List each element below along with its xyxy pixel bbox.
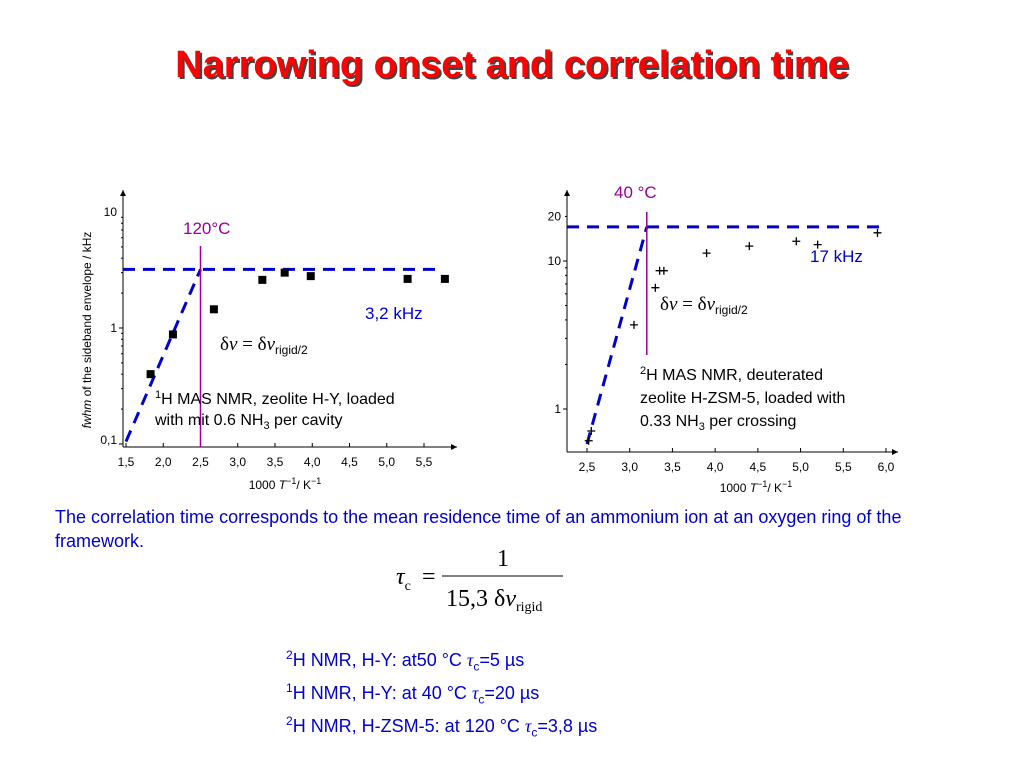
result-line: 2H NMR, H-Y: at50 °C τc=5 µs bbox=[286, 648, 525, 674]
x-tick-label: 5,5 bbox=[416, 455, 433, 469]
x-tick-label: 4,0 bbox=[304, 455, 321, 469]
result-line: 2H NMR, H-ZSM-5: at 120 °C τc=3,8 µs bbox=[286, 714, 598, 740]
data-point bbox=[440, 274, 449, 283]
data-point bbox=[168, 330, 177, 339]
caption-1: 1H MAS NMR, zeolite H-Y, loaded with mit… bbox=[154, 389, 399, 432]
svg-text:fwhm of the sideband envelope: fwhm of the sideband envelope / kHz bbox=[80, 232, 94, 429]
onset-label: 120°C bbox=[183, 219, 230, 238]
y-axis-title-rest: of the sideband envelope / kHz bbox=[80, 232, 94, 400]
description-text: The correlation time corresponds to the … bbox=[55, 507, 902, 551]
x-tick-label: 3,0 bbox=[229, 455, 246, 469]
y-tick-label: 0,1 bbox=[100, 433, 117, 447]
x-tick-label: 1,5 bbox=[118, 455, 135, 469]
x-tick-label: 3,5 bbox=[267, 455, 284, 469]
x-tick-label: 5,0 bbox=[378, 455, 395, 469]
data-point bbox=[209, 305, 218, 314]
x-tick-label: 2,0 bbox=[155, 455, 172, 469]
slide-title: Narrowing onset and correlation time bbox=[175, 44, 849, 86]
x-tick-label: 2,5 bbox=[192, 455, 209, 469]
result-line: 1H NMR, H-Y: at 40 °C τc=20 µs bbox=[286, 681, 540, 707]
y-axis-title-fwhm: fwhm bbox=[80, 400, 94, 429]
data-point bbox=[306, 272, 315, 281]
y-tick-label: 1 bbox=[110, 321, 117, 335]
x-axis-arrow bbox=[451, 444, 457, 450]
x-axis-title-1: 1000 T−1/ K−1 bbox=[249, 476, 322, 492]
data-point bbox=[146, 370, 155, 379]
y-axis-title-1: fwhm of the sideband envelope / kHz bbox=[80, 232, 94, 429]
plateau-label: 3,2 kHz bbox=[365, 304, 423, 323]
formula-delta-nu: δν = δνrigid/2 bbox=[220, 334, 308, 357]
y-tick-label: 10 bbox=[104, 205, 118, 219]
data-point bbox=[403, 274, 412, 283]
data-point bbox=[258, 275, 267, 284]
y-axis-arrow bbox=[120, 190, 126, 196]
x-tick-label: 4,5 bbox=[341, 455, 358, 469]
data-point bbox=[280, 268, 289, 277]
fit-line bbox=[124, 268, 202, 443]
